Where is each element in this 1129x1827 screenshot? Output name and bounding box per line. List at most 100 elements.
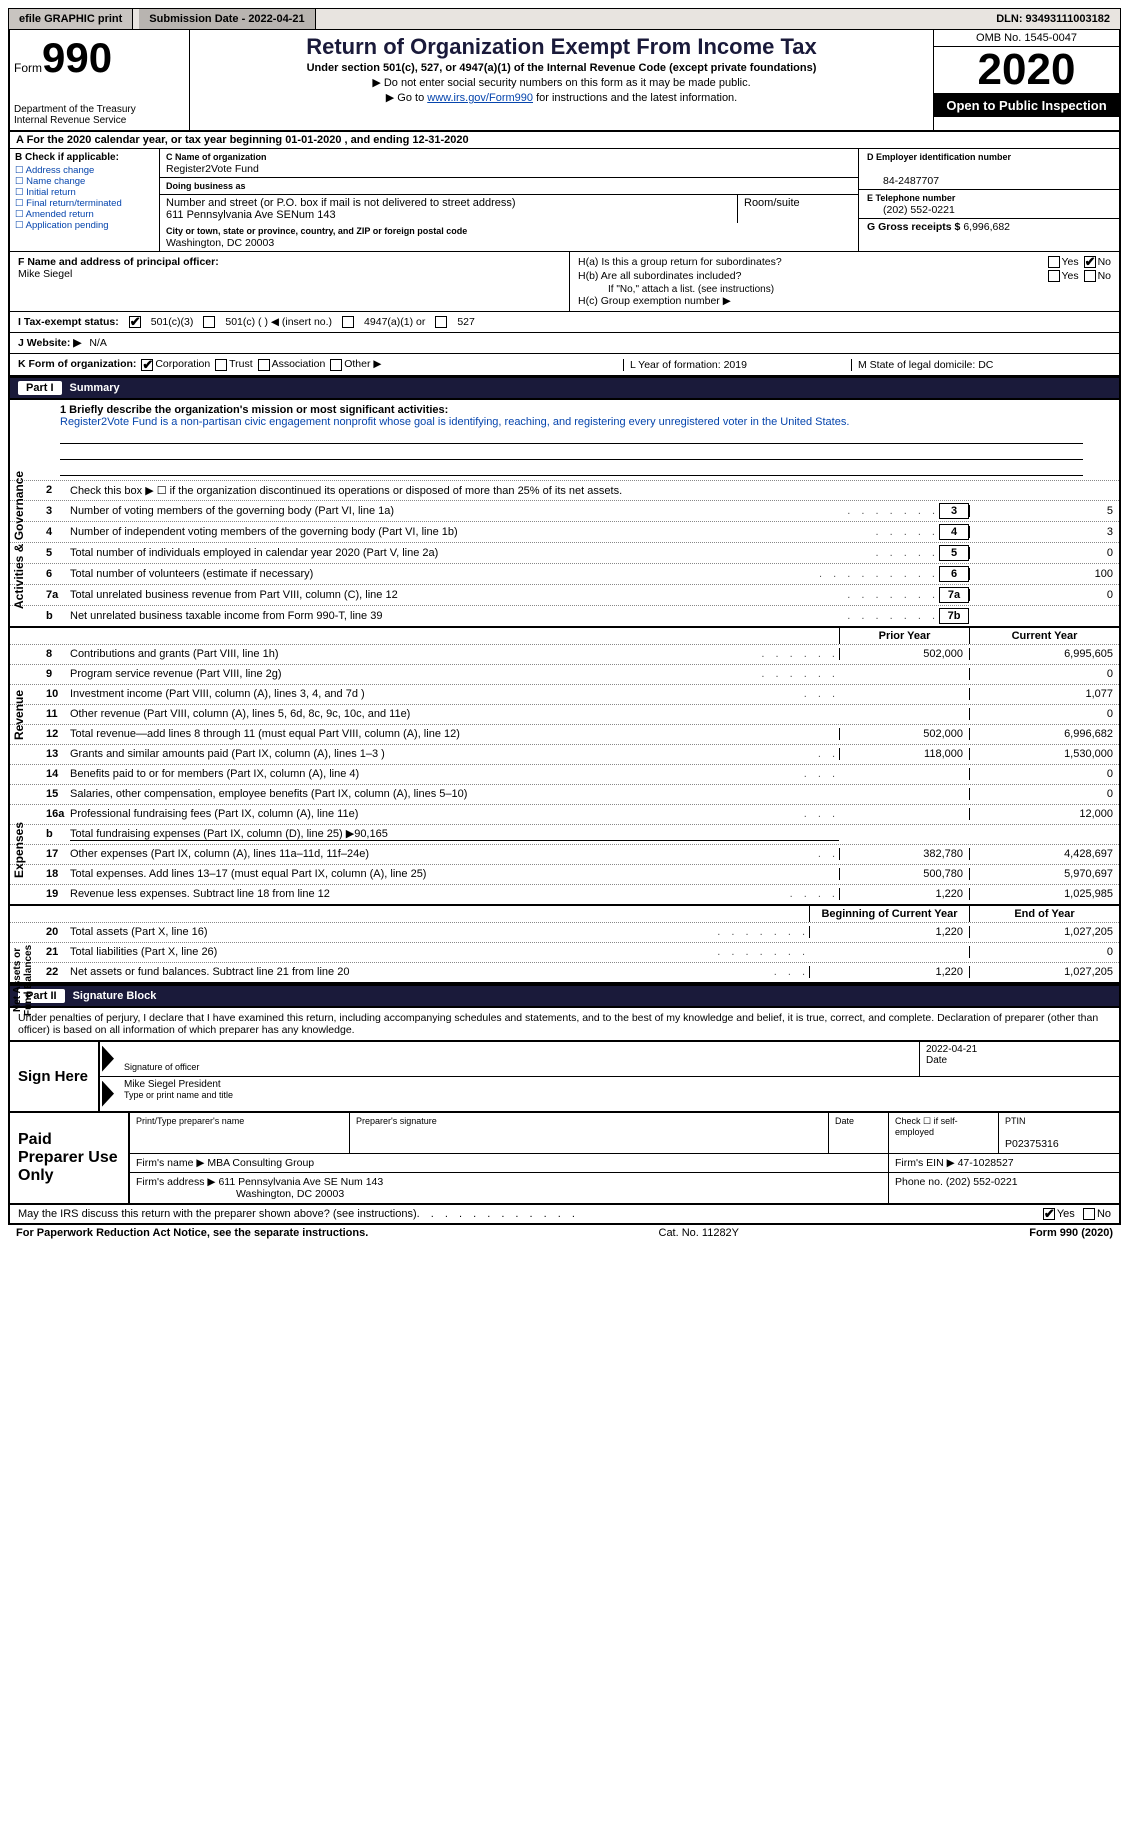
website-value: N/A <box>89 337 107 349</box>
gross-receipts-value: 6,996,682 <box>963 221 1010 233</box>
line-16a: 16aProfessional fundraising fees (Part I… <box>10 804 1119 824</box>
line-17: 17Other expenses (Part IX, column (A), l… <box>10 844 1119 864</box>
begin-end-header: Beginning of Current Year End of Year <box>10 904 1119 922</box>
dept-treasury: Department of the Treasury <box>14 104 185 115</box>
vlabel-revenue: Revenue <box>12 665 26 765</box>
discuss-yes-checkbox[interactable] <box>1043 1208 1055 1220</box>
ha-yes-checkbox[interactable] <box>1048 256 1060 268</box>
hb-yes-checkbox[interactable] <box>1048 270 1060 282</box>
year-formation: L Year of formation: 2019 <box>623 359 843 371</box>
line-2: 2Check this box ▶ ☐ if the organization … <box>10 480 1119 500</box>
chk-501c[interactable] <box>203 316 215 328</box>
chk-application-pending[interactable]: ☐ Application pending <box>15 220 154 231</box>
sig-date-value: 2022-04-21 <box>926 1044 977 1055</box>
form-number: Form990 <box>14 34 185 82</box>
sig-date-label: Date <box>926 1055 947 1066</box>
city-state-zip: Washington, DC 20003 <box>166 237 274 249</box>
hb-label: H(b) Are all subordinates included? <box>578 270 741 282</box>
ptin-label: PTIN <box>1005 1116 1113 1126</box>
irs-label: Internal Revenue Service <box>14 115 185 126</box>
name-title-label: Type or print name and title <box>124 1090 233 1100</box>
line-14: 14Benefits paid to or for members (Part … <box>10 764 1119 784</box>
summary-section: Activities & Governance Revenue Expenses… <box>8 400 1121 984</box>
phone-label: E Telephone number <box>867 193 955 203</box>
officer-label: F Name and address of principal officer: <box>18 256 219 268</box>
chk-501c3[interactable] <box>129 316 141 328</box>
line-5: 5Total number of individuals employed in… <box>10 542 1119 563</box>
efile-print-button[interactable]: efile GRAPHIC print <box>9 9 133 29</box>
dba-label: Doing business as <box>166 181 246 191</box>
officer-name: Mike Siegel <box>18 268 72 280</box>
paid-preparer-block: Paid Preparer Use Only Print/Type prepar… <box>8 1113 1121 1205</box>
firm-name-label: Firm's name ▶ <box>136 1157 204 1169</box>
form-subtitle: Under section 501(c), 527, or 4947(a)(1)… <box>198 62 925 74</box>
chk-amended-return[interactable]: ☐ Amended return <box>15 209 154 220</box>
part1-header: Part I Summary <box>8 376 1121 400</box>
chk-name-change[interactable]: ☐ Name change <box>15 176 154 187</box>
chk-527[interactable] <box>435 316 447 328</box>
chk-address-change[interactable]: ☐ Address change <box>15 165 154 176</box>
part2-header: Part II Signature Block <box>8 984 1121 1008</box>
perjury-statement: Under penalties of perjury, I declare th… <box>8 1008 1121 1040</box>
ein-value: 84-2487707 <box>867 175 939 187</box>
line-4: 4Number of independent voting members of… <box>10 521 1119 542</box>
firm-ein-label: Firm's EIN ▶ <box>895 1157 955 1169</box>
firm-name-value: MBA Consulting Group <box>207 1157 314 1169</box>
ssn-note: ▶ Do not enter social security numbers o… <box>198 76 925 89</box>
chk-initial-return[interactable]: ☐ Initial return <box>15 187 154 198</box>
hb-no-checkbox[interactable] <box>1084 270 1096 282</box>
ptin-value: P02375316 <box>1005 1138 1059 1150</box>
chk-trust[interactable] <box>215 359 227 371</box>
period-line: A For the 2020 calendar year, or tax yea… <box>8 132 1121 149</box>
firm-phone-label: Phone no. <box>895 1176 943 1188</box>
hb-note: If "No," attach a list. (see instruction… <box>578 284 1111 295</box>
tax-exempt-row: I Tax-exempt status: 501(c)(3) 501(c) ( … <box>8 312 1121 333</box>
self-employed-label: Check ☐ if self-employed <box>895 1116 992 1137</box>
line-3: 3Number of voting members of the governi… <box>10 500 1119 521</box>
line-8: 8Contributions and grants (Part VIII, li… <box>10 644 1119 664</box>
sign-here-label: Sign Here <box>10 1042 100 1111</box>
ein-label: D Employer identification number <box>867 152 1011 162</box>
page-footer: For Paperwork Reduction Act Notice, see … <box>8 1225 1121 1241</box>
prior-current-header: Prior Year Current Year <box>10 626 1119 644</box>
dln-label: DLN: 93493111003182 <box>986 9 1120 29</box>
tax-year: 2020 <box>934 47 1119 94</box>
org-name: Register2Vote Fund <box>166 163 259 175</box>
line-16b: bTotal fundraising expenses (Part IX, co… <box>10 824 1119 844</box>
irs-link[interactable]: www.irs.gov/Form990 <box>427 92 533 104</box>
sig-officer-label: Signature of officer <box>124 1062 199 1072</box>
vlabel-expenses: Expenses <box>12 770 26 930</box>
officer-name-title: Mike Siegel President <box>124 1079 221 1090</box>
chk-other[interactable] <box>330 359 342 371</box>
form-header: Form990 Department of the Treasury Inter… <box>8 30 1121 132</box>
line-18: 18Total expenses. Add lines 13–17 (must … <box>10 864 1119 884</box>
line-7a: 7aTotal unrelated business revenue from … <box>10 584 1119 605</box>
line-7b: bNet unrelated business taxable income f… <box>10 605 1119 626</box>
mission-label: 1 Briefly describe the organization's mi… <box>60 404 448 416</box>
goto-note: ▶ Go to www.irs.gov/Form990 for instruct… <box>198 91 925 104</box>
line-12: 12Total revenue—add lines 8 through 11 (… <box>10 724 1119 744</box>
ha-no-checkbox[interactable] <box>1084 256 1096 268</box>
arrow-icon <box>102 1081 114 1107</box>
chk-corporation[interactable] <box>141 359 153 371</box>
line-21: 21Total liabilities (Part X, line 26). .… <box>10 942 1119 962</box>
submission-date-button[interactable]: Submission Date - 2022-04-21 <box>139 9 315 29</box>
form-title: Return of Organization Exempt From Incom… <box>198 34 925 60</box>
hc-label: H(c) Group exemption number ▶ <box>578 295 1111 307</box>
entity-block: B Check if applicable: ☐ Address change … <box>8 149 1121 252</box>
prep-name-label: Print/Type preparer's name <box>136 1116 343 1126</box>
ha-label: H(a) Is this a group return for subordin… <box>578 256 782 268</box>
firm-addr-value: 611 Pennsylvania Ave SE Num 143 <box>218 1176 383 1188</box>
line-9: 9Program service revenue (Part VIII, lin… <box>10 664 1119 684</box>
chk-final-return[interactable]: ☐ Final return/terminated <box>15 198 154 209</box>
k-row: K Form of organization: Corporation Trus… <box>8 354 1121 375</box>
top-toolbar: efile GRAPHIC print Submission Date - 20… <box>8 8 1121 30</box>
chk-4947[interactable] <box>342 316 354 328</box>
city-label: City or town, state or province, country… <box>166 226 467 236</box>
line-22: 22Net assets or fund balances. Subtract … <box>10 962 1119 982</box>
chk-association[interactable] <box>258 359 270 371</box>
discuss-no-checkbox[interactable] <box>1083 1208 1095 1220</box>
open-public-badge: Open to Public Inspection <box>934 94 1119 117</box>
firm-phone-value: (202) 552-0221 <box>946 1176 1018 1188</box>
cat-number: Cat. No. 11282Y <box>368 1227 1029 1239</box>
